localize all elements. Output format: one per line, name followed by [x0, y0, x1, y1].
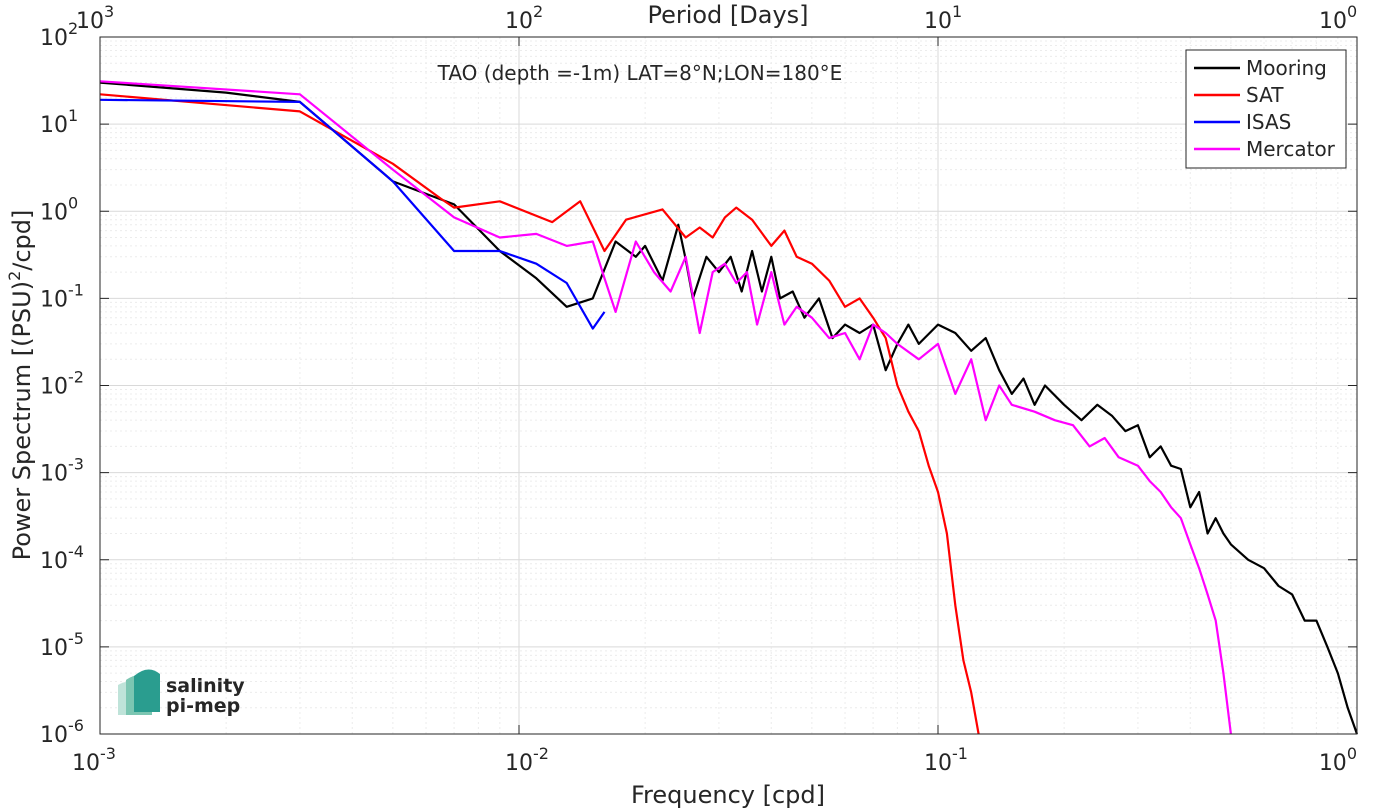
- top-x-tick-label: 102: [505, 2, 543, 34]
- top-x-tick-label-base: 10: [1319, 9, 1347, 34]
- y-tick-label: 102: [40, 19, 78, 51]
- top-x-tick-label: 100: [1319, 2, 1357, 34]
- y-tick-label-exp: 1: [68, 106, 78, 125]
- y-tick-label-base: 10: [40, 549, 68, 574]
- series-line-sat: [99, 93, 980, 735]
- top-x-tick-label-exp: 3: [104, 2, 114, 21]
- y-tick-label-exp: -2: [68, 368, 84, 387]
- y-tick-label-exp: -1: [68, 280, 84, 299]
- legend-label-mercator: Mercator: [1246, 137, 1336, 161]
- x-tick-label: 10-1: [924, 744, 968, 776]
- y-tick-label: 10-2: [40, 368, 84, 400]
- y-tick-label-base: 10: [40, 200, 68, 225]
- y-tick-label: 10-1: [40, 280, 84, 312]
- chart-title: TAO (depth =-1m) LAT=8°N;LON=180°E: [437, 61, 843, 85]
- x-tick-label: 10-2: [505, 744, 549, 776]
- legend-label-mooring: Mooring: [1246, 56, 1327, 80]
- x-tick-label-base: 10: [924, 751, 952, 776]
- y-tick-label: 10-3: [40, 455, 84, 487]
- y-axis-label-main: Power Spectrum [(PSU): [8, 281, 36, 560]
- top-axis-label: Period [Days]: [647, 1, 808, 29]
- x-tick-label-base: 10: [1319, 751, 1347, 776]
- salinity-pi-mep-logo: salinity pi-mep: [118, 669, 245, 717]
- legend-label-sat: SAT: [1246, 83, 1284, 107]
- y-tick-label-base: 10: [40, 375, 68, 400]
- y-axis-label-tail: /cpd]: [8, 210, 36, 271]
- y-tick-label-exp: -6: [68, 716, 84, 735]
- y-tick-label: 101: [40, 106, 78, 138]
- y-axis-label: Power Spectrum [(PSU)2/cpd]: [5, 210, 36, 561]
- y-tick-label: 10-4: [40, 542, 84, 574]
- y-tick-label-exp: 2: [68, 19, 78, 38]
- logo-text-line1: salinity: [166, 675, 245, 697]
- legend: Mooring SAT ISAS Mercator: [1185, 49, 1347, 169]
- x-tick-label: 100: [1319, 744, 1357, 776]
- top-x-tick-label-exp: 1: [952, 2, 962, 21]
- logo-wave-front: [134, 669, 160, 712]
- y-tick-label-base: 10: [40, 26, 68, 51]
- series-line-mooring: [99, 81, 1359, 735]
- x-tick-label-base: 10: [505, 751, 533, 776]
- logo-text-line2: pi-mep: [166, 695, 240, 717]
- y-tick-label-base: 10: [40, 636, 68, 661]
- x-tick-label-exp: -2: [533, 744, 549, 763]
- x-tick-label-base: 10: [72, 751, 100, 776]
- legend-label-isas: ISAS: [1246, 110, 1291, 134]
- x-axis-label: Frequency [cpd]: [631, 781, 825, 809]
- series-lines: [99, 80, 1359, 735]
- x-tick-label: 10-3: [72, 744, 116, 776]
- y-tick-label-base: 10: [40, 462, 68, 487]
- series-line-mercator: [99, 80, 1232, 735]
- y-tick-label: 10-5: [40, 629, 84, 661]
- y-tick-label-base: 10: [40, 287, 68, 312]
- top-x-tick-label-base: 10: [76, 9, 104, 34]
- y-tick-label-exp: 0: [68, 193, 78, 212]
- top-x-tick-label: 101: [924, 2, 962, 34]
- top-x-tick-label-base: 10: [505, 9, 533, 34]
- y-tick-label: 100: [40, 193, 78, 225]
- y-tick-label-base: 10: [40, 113, 68, 138]
- legend-items: Mooring SAT ISAS Mercator: [1194, 56, 1336, 161]
- series-line-isas: [99, 98, 606, 330]
- y-tick-label: 10-6: [40, 716, 84, 748]
- top-x-tick-label-exp: 2: [533, 2, 543, 21]
- top-x-tick-label-base: 10: [924, 9, 952, 34]
- y-tick-label-exp: -4: [68, 542, 84, 561]
- y-axis-label-sup: 2: [5, 271, 24, 281]
- y-tick-label-base: 10: [40, 723, 68, 748]
- x-tick-label-exp: 0: [1347, 744, 1357, 763]
- top-x-tick-label: 103: [76, 2, 114, 34]
- top-x-tick-label-exp: 0: [1347, 2, 1357, 21]
- x-tick-label-exp: -3: [100, 744, 116, 763]
- axis-ticks: [99, 36, 1358, 735]
- y-tick-label-exp: -3: [68, 455, 84, 474]
- x-tick-label-exp: -1: [952, 744, 968, 763]
- y-tick-label-exp: -5: [68, 629, 84, 648]
